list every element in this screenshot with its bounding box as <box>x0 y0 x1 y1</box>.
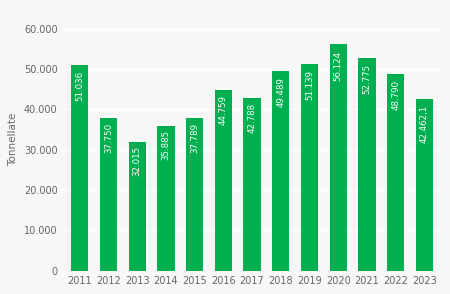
Bar <box>215 90 232 271</box>
Bar <box>129 141 146 271</box>
Text: 49.489: 49.489 <box>276 77 285 107</box>
Bar <box>330 44 347 271</box>
Bar <box>100 118 117 271</box>
Text: 42.788: 42.788 <box>248 103 256 133</box>
Text: 37.789: 37.789 <box>190 123 199 153</box>
Bar <box>158 126 175 271</box>
Bar <box>387 74 404 271</box>
Bar <box>358 58 376 271</box>
Text: 51.036: 51.036 <box>75 71 84 101</box>
Text: 44.759: 44.759 <box>219 96 228 126</box>
Bar <box>243 98 261 271</box>
Text: 48.790: 48.790 <box>391 80 400 110</box>
Text: 37.750: 37.750 <box>104 123 113 153</box>
Text: 32.015: 32.015 <box>133 146 142 176</box>
Text: 56.124: 56.124 <box>334 51 343 81</box>
Bar <box>301 64 318 271</box>
Text: 52.775: 52.775 <box>363 64 372 94</box>
Text: 51.139: 51.139 <box>305 71 314 101</box>
Bar <box>186 118 203 271</box>
Bar <box>416 99 433 271</box>
Bar <box>71 65 88 271</box>
Bar <box>272 71 289 271</box>
Text: 35.885: 35.885 <box>162 130 171 160</box>
Y-axis label: Tonnellate: Tonnellate <box>9 113 18 166</box>
Text: 42.462,1: 42.462,1 <box>420 104 429 143</box>
